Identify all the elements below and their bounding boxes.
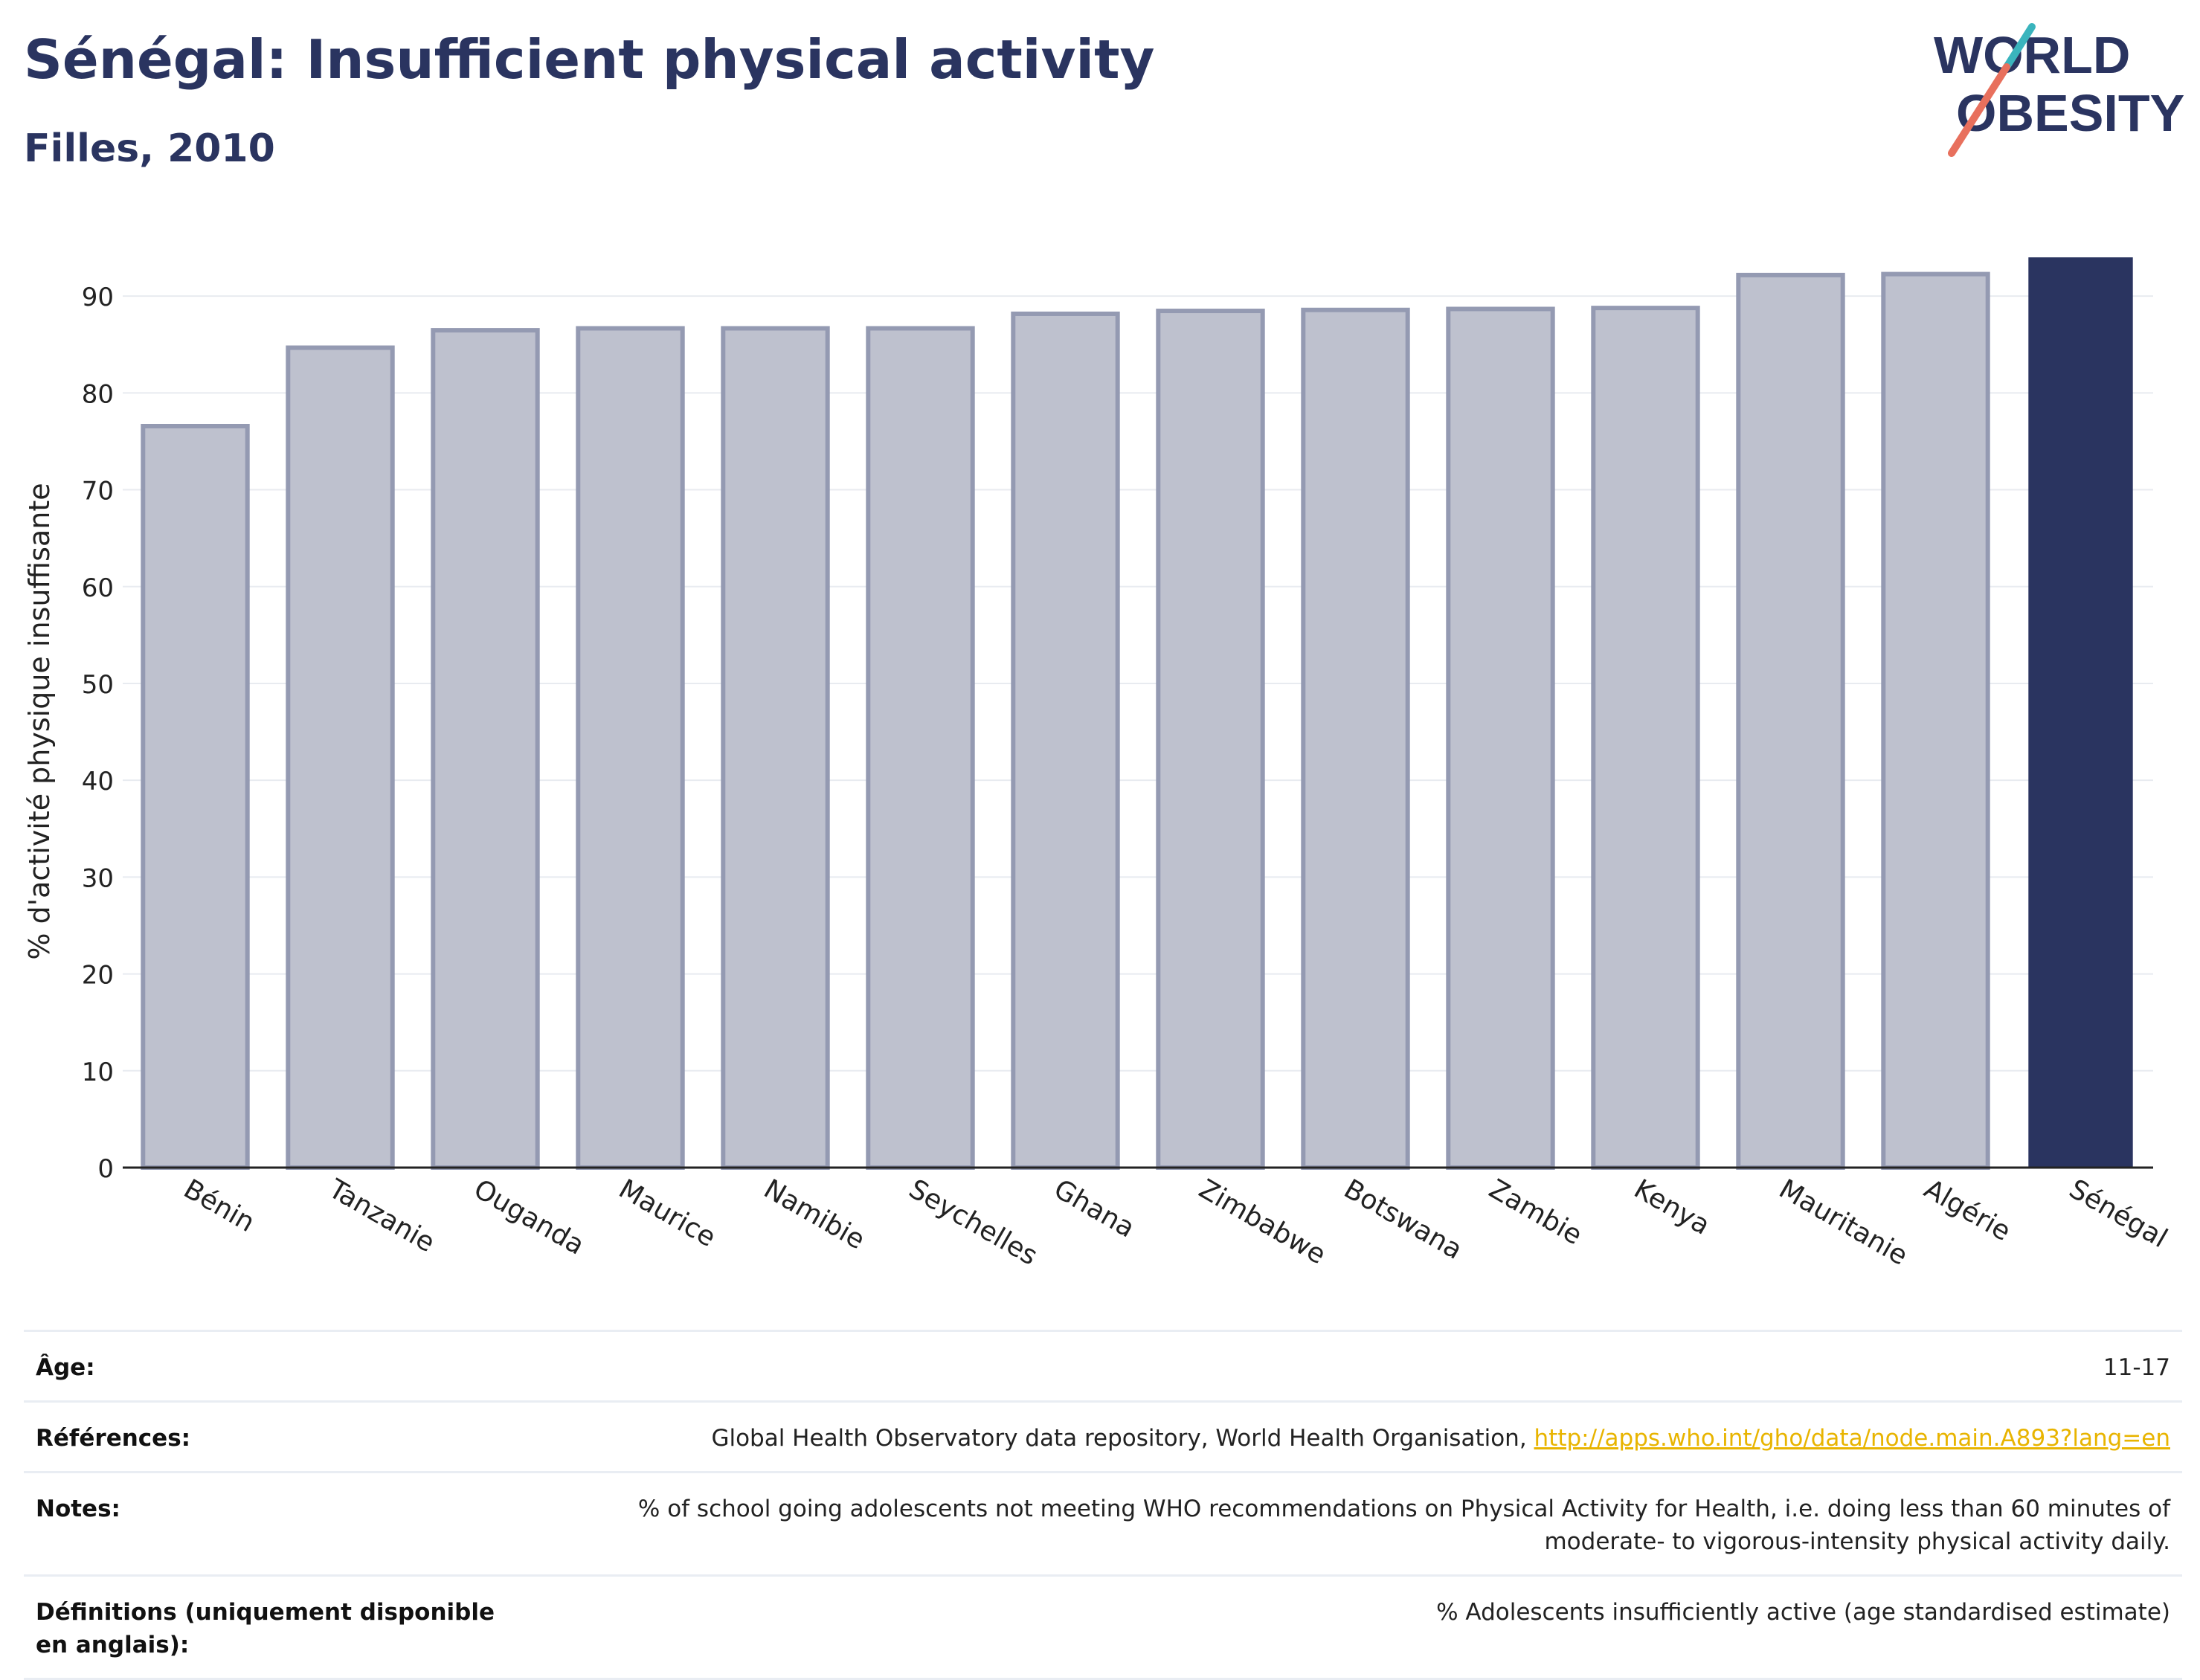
bar [1446,306,1555,1171]
bar [1591,306,1700,1170]
y-axis-title: % d'activité physique insuffisante [23,483,56,959]
age-value: 11-17 [2103,1354,2170,1381]
y-tick-label: 10 [82,1058,114,1087]
bars [141,257,2133,1171]
info-row-notes: Notes: % of school going adolescents not… [24,1473,2182,1577]
bar [1011,311,1120,1170]
bar-chart: 0 10 20 30 40 50 60 70 80 90 Bénin Tanzanie Ouganda… [23,257,2172,1272]
x-tick-label: Mauritanie [1774,1174,1913,1271]
world-obesity-logo: WORLD OBESITY [1934,23,2184,157]
bar [286,345,395,1170]
x-tick-label: Zimbabwe [1194,1174,1331,1270]
y-tick-label: 60 [82,573,114,603]
references-label: Références: [36,1425,191,1452]
y-tick-label: 0 [97,1154,114,1184]
references-value: Global Health Observatory data repositor… [711,1425,1534,1452]
y-tick-label: 70 [82,477,114,506]
x-tick-label: Bénin [178,1174,260,1238]
references-link[interactable]: http://apps.who.int/gho/data/node.main.A… [1534,1425,2170,1452]
info-table: Âge: 11-17 Références: Global Health Obs… [24,1330,2182,1680]
bar [1881,271,1990,1171]
info-row-references: Références: Global Health Observatory da… [24,1403,2182,1473]
y-tick-label: 90 [82,283,114,312]
x-tick-label: Zambie [1484,1174,1587,1251]
x-tick-label: Tanzanie [323,1174,440,1258]
bar [576,326,685,1170]
bar [1736,272,1845,1170]
y-tick-label: 20 [82,961,114,991]
bar [431,328,540,1170]
x-tick-label: Maurice [614,1174,721,1253]
y-tick-label: 50 [82,670,114,700]
x-tick-label: Seychelles [904,1174,1043,1271]
x-tick-label: Ouganda [469,1174,589,1261]
y-tick-label: 40 [82,767,114,796]
y-tick-labels: 0 10 20 30 40 50 60 70 80 90 [82,283,114,1184]
bar [1156,309,1265,1170]
x-tick-label: Algérie [1919,1174,2016,1247]
x-tick-label: Kenya [1629,1174,1715,1241]
bar [721,326,830,1170]
x-tick-label: Sénégal [2064,1174,2172,1254]
bar [1301,307,1410,1170]
logo-coral-stroke [1948,63,2010,157]
bar [141,424,250,1170]
x-tick-labels: Bénin Tanzanie Ouganda Maurice Namibie Seyche… [178,1174,2172,1272]
bar [2028,257,2133,1168]
y-tick-label: 30 [82,863,114,893]
x-tick-label: Botswana [1339,1174,1467,1265]
bar [866,326,975,1170]
notes-label: Notes: [36,1496,120,1522]
chart-subtitle: Filles, 2010 [24,126,275,171]
age-label: Âge: [36,1354,95,1381]
info-row-age: Âge: 11-17 [24,1332,2182,1403]
logo-line-1: WORLD [1934,26,2130,84]
definitions-value: % Adolescents insufficiently active (age… [1436,1599,2170,1626]
chart-title: Sénégal: Insufficient physical activity [24,28,1155,91]
x-tick-label: Namibie [759,1174,870,1255]
logo-teal-stroke [2003,23,2036,71]
y-tick-label: 80 [82,379,114,409]
info-row-definitions: Définitions (uniquement disponible en an… [24,1577,2182,1680]
gridlines [123,295,2153,1072]
references-value-container: Global Health Observatory data repositor… [527,1422,2170,1455]
x-tick-label: Ghana [1049,1174,1139,1243]
definitions-label: Définitions (uniquement disponible en an… [36,1599,495,1658]
notes-value: % of school going adolescents not meetin… [637,1496,2170,1555]
logo-line-2: OBESITY [1956,84,2184,142]
